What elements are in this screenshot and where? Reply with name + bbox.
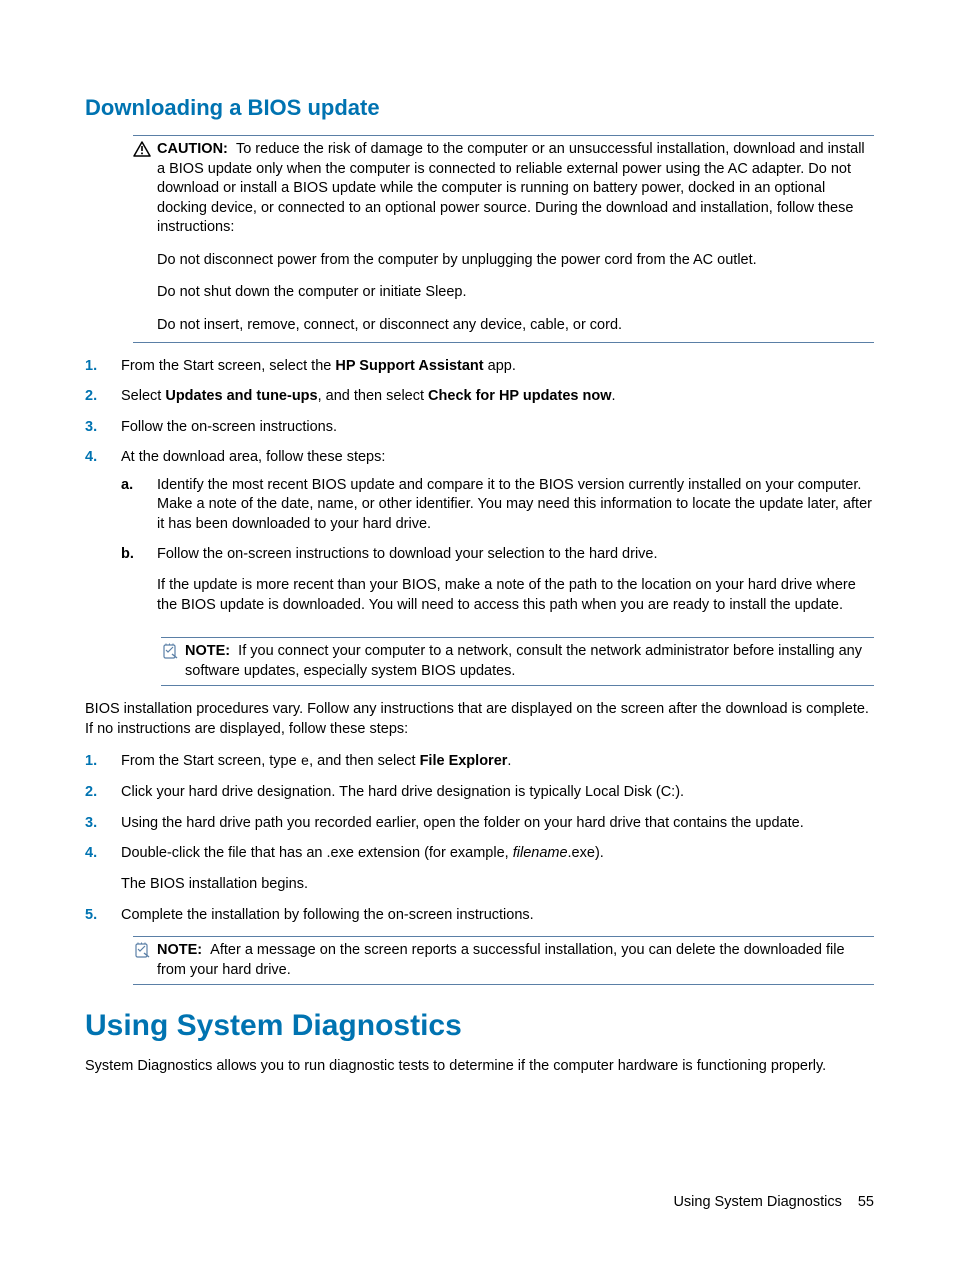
list-item-body: At the download area, follow these steps…	[121, 448, 874, 626]
transition-paragraph: BIOS installation procedures vary. Follo…	[85, 700, 874, 739]
note1-text-block: NOTE: If you connect your computer to a …	[185, 642, 874, 681]
note-callout-2: NOTE: After a message on the screen repo…	[133, 936, 874, 985]
list-alpha: b.	[121, 545, 157, 565]
document-page: Downloading a BIOS update CAUTION: To re…	[0, 0, 954, 1270]
note-icon	[161, 643, 181, 661]
list-item: a. Identify the most recent BIOS update …	[121, 476, 874, 535]
list-item-body: Follow the on-screen instructions to dow…	[157, 545, 874, 615]
caution-p3: Do not insert, remove, connect, or disco…	[157, 316, 874, 336]
list-item-body: Follow the on-screen instructions.	[121, 418, 874, 438]
heading-downloading-bios-update: Downloading a BIOS update	[85, 95, 874, 121]
list-item: 2. Click your hard drive designation. Th…	[85, 783, 874, 803]
footer-section: Using System Diagnostics	[673, 1194, 841, 1210]
list-item-body: Select Updates and tune-ups, and then se…	[121, 387, 874, 407]
sub-paragraph: The BIOS installation begins.	[121, 875, 874, 895]
caution-icon	[133, 141, 153, 157]
note-icon	[133, 942, 153, 960]
page-footer: Using System Diagnostics 55	[673, 1194, 874, 1210]
list-number: 3.	[85, 814, 121, 834]
list-number: 4.	[85, 844, 121, 864]
note2-label: NOTE:	[157, 942, 202, 958]
list-number: 1.	[85, 752, 121, 772]
list-number: 3.	[85, 418, 121, 438]
alpha-list: a. Identify the most recent BIOS update …	[121, 476, 874, 615]
note2-text: After a message on the screen reports a …	[157, 942, 845, 978]
list-item: 1. From the Start screen, type e, and th…	[85, 752, 874, 772]
note1-text: If you connect your computer to a networ…	[185, 643, 862, 679]
list-item: 2. Select Updates and tune-ups, and then…	[85, 387, 874, 407]
caution-p2: Do not shut down the computer or initiat…	[157, 283, 874, 303]
list-item-body: From the Start screen, select the HP Sup…	[121, 357, 874, 377]
list-number: 1.	[85, 357, 121, 377]
list-item: 1. From the Start screen, select the HP …	[85, 357, 874, 377]
caution-maintext: To reduce the risk of damage to the comp…	[157, 141, 865, 235]
note1-label: NOTE:	[185, 643, 230, 659]
list-item-body: Complete the installation by following t…	[121, 906, 874, 926]
list-item: 4. Double-click the file that has an .ex…	[85, 844, 874, 894]
list-number: 4.	[85, 448, 121, 468]
list-number: 2.	[85, 783, 121, 803]
list-item: 4. At the download area, follow these st…	[85, 448, 874, 626]
list-item: 3. Using the hard drive path you recorde…	[85, 814, 874, 834]
caution-label: CAUTION:	[157, 141, 228, 157]
caution-callout: CAUTION: To reduce the risk of damage to…	[133, 135, 874, 343]
list-item: 5. Complete the installation by followin…	[85, 906, 874, 926]
note-callout-1: NOTE: If you connect your computer to a …	[161, 637, 874, 686]
footer-page-number: 55	[858, 1194, 874, 1210]
list-item-body: Using the hard drive path you recorded e…	[121, 814, 874, 834]
heading-using-system-diagnostics: Using System Diagnostics	[85, 1009, 874, 1043]
list-alpha: a.	[121, 476, 157, 496]
list-item-body: From the Start screen, type e, and then …	[121, 752, 874, 772]
list-number: 5.	[85, 906, 121, 926]
list-item-body: Double-click the file that has an .exe e…	[121, 844, 874, 894]
sub-paragraph: If the update is more recent than your B…	[157, 576, 874, 615]
note2-text-block: NOTE: After a message on the screen repo…	[157, 941, 874, 980]
caution-p1: Do not disconnect power from the compute…	[157, 251, 874, 271]
list-item: 3. Follow the on-screen instructions.	[85, 418, 874, 438]
numbered-list-1: 1. From the Start screen, select the HP …	[85, 357, 874, 627]
numbered-list-2: 1. From the Start screen, type e, and th…	[85, 752, 874, 925]
list-number: 2.	[85, 387, 121, 407]
list-item-body: Identify the most recent BIOS update and…	[157, 476, 874, 535]
caution-text-block: CAUTION: To reduce the risk of damage to…	[157, 140, 874, 338]
caution-main: CAUTION: To reduce the risk of damage to…	[157, 140, 874, 238]
list-item-body: Click your hard drive designation. The h…	[121, 783, 874, 803]
list-item: b. Follow the on-screen instructions to …	[121, 545, 874, 615]
diagnostics-paragraph: System Diagnostics allows you to run dia…	[85, 1057, 874, 1077]
